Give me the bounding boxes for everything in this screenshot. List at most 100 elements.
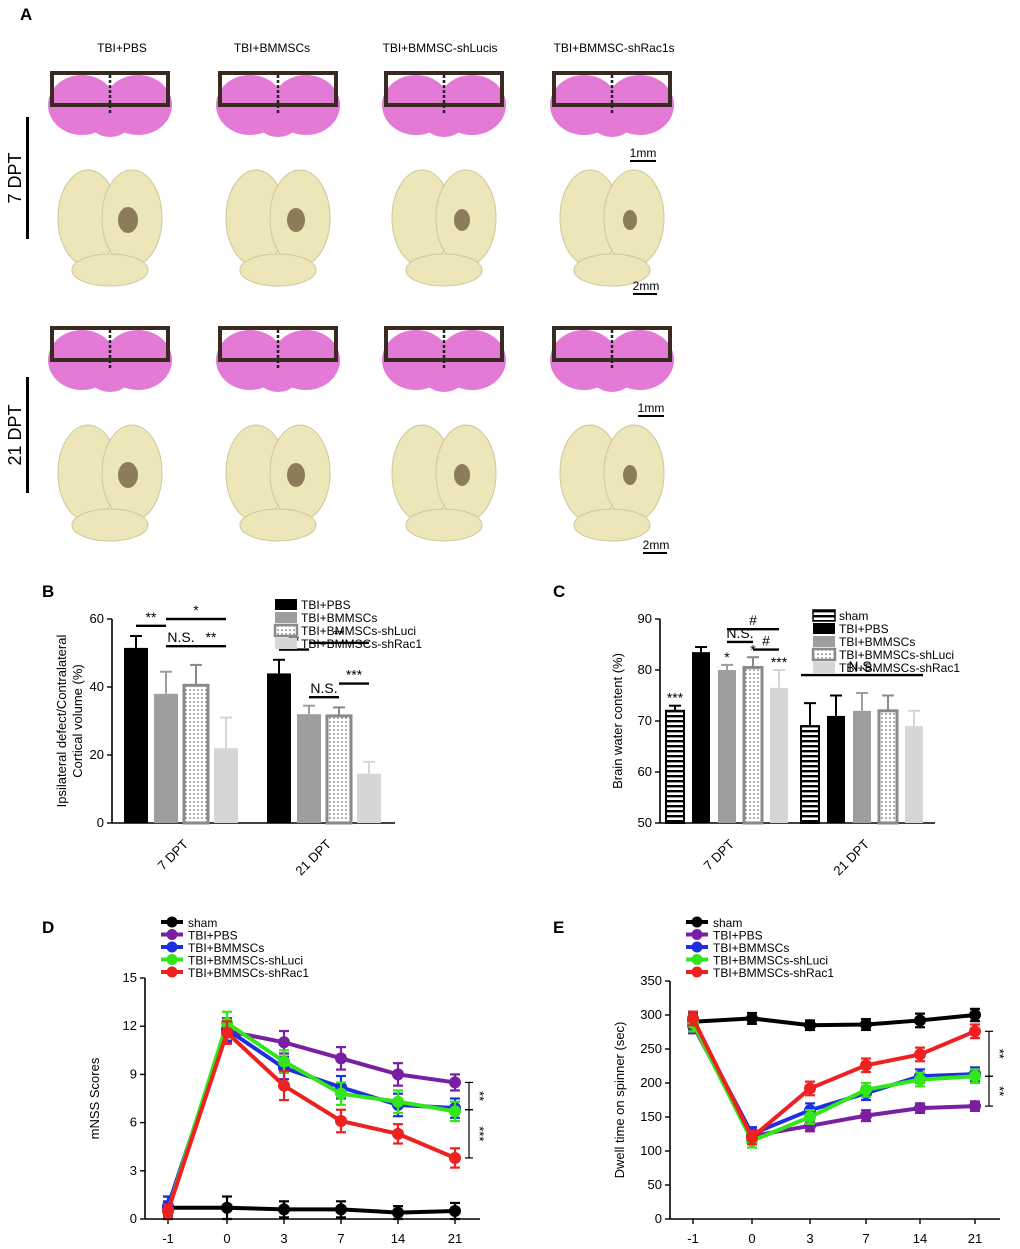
bar-sham-21-dpt — [800, 725, 820, 824]
x-tick-label: 3 — [280, 1231, 287, 1246]
x-tick-label: 0 — [223, 1231, 230, 1246]
y-tick-label: 15 — [123, 970, 137, 985]
legend-label-tbi-pbs: TBI+PBS — [839, 622, 889, 636]
point-tbi-bmmscs-shrac1-day-3 — [804, 1082, 816, 1095]
x-tick-label: 7 — [337, 1231, 344, 1246]
y-axis-label: mNSS Scores — [87, 1057, 102, 1139]
point-tbi-bmmscs-shrac1-day-1 — [162, 1204, 174, 1217]
chart-b: 0 20 40 60 Ipsilateral defect/ContralateralC… — [54, 598, 422, 878]
y-axis-label: Brain water content (%) — [610, 653, 625, 789]
brain-cerebellum — [239, 508, 317, 542]
scale-bar-brain-7dpt — [633, 293, 657, 295]
point-sham-day-0 — [746, 1012, 758, 1025]
legend-swatch-tbi-bmmscs — [275, 612, 297, 623]
point-sham-day-21 — [449, 1204, 461, 1217]
legend-marker-tbi-pbs — [691, 929, 703, 940]
row-label-21dpt: 21 DPT — [5, 404, 25, 465]
x-tick-label: -1 — [687, 1231, 699, 1246]
bar-tbi-bmmscs-shluci-7-dpt — [742, 665, 764, 825]
point-tbi-bmmscs-shluci-day-14 — [392, 1095, 404, 1108]
panel-d-letter: D — [42, 918, 54, 937]
point-tbi-bmmscs-shrac1-day-7 — [860, 1059, 872, 1072]
bar-sham-7-dpt — [665, 709, 685, 824]
bracket-label: ** — [992, 1086, 1007, 1096]
point-tbi-bmmscs-shluci-day-21 — [969, 1070, 981, 1083]
brain-cerebellum — [405, 508, 483, 542]
x-tick-label: 21 — [448, 1231, 462, 1246]
brain-cerebellum — [573, 508, 651, 542]
legend-marker-tbi-bmmscs-shrac1 — [691, 966, 703, 978]
significance-label: * — [193, 602, 199, 618]
brain-section-r0-c3 — [550, 71, 674, 137]
scale-label-brain-7dpt: 2mm — [633, 279, 660, 293]
legend-marker-tbi-bmmscs-shluci — [166, 954, 178, 965]
lesion-spot — [623, 210, 637, 230]
scale-bar-section-7dpt — [630, 160, 656, 162]
bar-tbi-bmmscs-shrac1-7-dpt — [214, 748, 238, 823]
point-tbi-bmmscs-shrac1-day-14 — [914, 1048, 926, 1061]
legend-label-tbi-pbs: TBI+PBS — [301, 598, 351, 612]
bar-tbi-bmmscs-shrac1-7-dpt — [770, 687, 788, 823]
x-tick-label: 14 — [913, 1231, 927, 1246]
bar-significance-label: *** — [771, 654, 788, 670]
legend-label-tbi-bmmscs: TBI+BMMSCs — [188, 941, 264, 955]
legend-label-sham: sham — [188, 916, 217, 930]
point-tbi-bmmscs-shluci-day-3 — [278, 1055, 290, 1068]
point-tbi-pbs-day-3 — [278, 1036, 290, 1049]
brain-cerebellum — [71, 253, 149, 287]
point-tbi-bmmscs-shrac1-day-0 — [221, 1026, 233, 1039]
line-tbi-pbs — [166, 1028, 456, 1210]
section-center — [254, 93, 302, 137]
significance-label: # — [749, 612, 757, 628]
bar-tbi-pbs-21-dpt — [827, 715, 845, 823]
point-tbi-bmmscs-shluci-day-14 — [914, 1073, 926, 1086]
legend-marker-tbi-bmmscs — [166, 941, 178, 953]
legend-marker-sham — [691, 916, 703, 928]
point-tbi-pbs-day-21 — [449, 1076, 461, 1089]
legend-marker-tbi-bmmscs-shluci — [691, 954, 703, 965]
y-tick-label: 50 — [638, 815, 652, 830]
legend-label-tbi-bmmscs-shrac1: TBI+BMMSCs-shRac1 — [188, 966, 309, 980]
point-tbi-bmmscs-shrac1-day-7 — [335, 1114, 347, 1127]
section-center — [420, 348, 468, 392]
line-tbi-bmmscs-shrac1 — [166, 1029, 456, 1212]
lesion-spot — [118, 207, 138, 233]
legend-marker-tbi-bmmscs — [691, 941, 703, 953]
line-tbi-bmmscs-shluci — [166, 1019, 456, 1212]
legend-label-tbi-bmmscs: TBI+BMMSCs — [713, 941, 789, 955]
x-tick-label: 0 — [748, 1231, 755, 1246]
legend-label-tbi-bmmscs-shrac1: TBI+BMMSCs-shRac1 — [713, 966, 834, 980]
point-tbi-bmmscs-shluci-day-7 — [860, 1083, 872, 1096]
significance-label: # — [762, 633, 770, 649]
x-tick-label: 14 — [391, 1231, 405, 1246]
bar-tbi-bmmscs-shluci-7-dpt — [182, 683, 210, 825]
significance-label: ** — [146, 609, 157, 625]
legend-swatch-tbi-bmmscs-shluci — [273, 623, 299, 638]
y-tick-label: 200 — [640, 1075, 662, 1090]
y-tick-label: 0 — [130, 1211, 137, 1226]
legend-marker-sham — [166, 916, 178, 928]
y-tick-label: 3 — [130, 1163, 137, 1178]
scale-label-brain-21dpt: 2mm — [643, 538, 670, 552]
y-tick-label: 9 — [130, 1066, 137, 1081]
chart-c: 50 60 70 80 90 Brain water content (%) 7 DPT 21… — [610, 609, 960, 878]
x-category-label: 21 DPT — [292, 836, 334, 878]
significance-label: N.S. — [726, 625, 753, 641]
point-tbi-bmmscs-shrac1-day-1 — [687, 1012, 699, 1025]
legend-marker-tbi-bmmscs-shrac1 — [166, 966, 178, 978]
x-category-label: 7 DPT — [154, 836, 191, 873]
x-tick-label: 3 — [806, 1231, 813, 1246]
bar-tbi-pbs-21-dpt — [267, 673, 291, 823]
whole-brain-r1-c1 — [225, 424, 331, 542]
panel-a-images — [48, 71, 674, 542]
bar-tbi-bmmscs-shluci-21-dpt — [325, 714, 353, 825]
y-tick-label: 0 — [655, 1211, 662, 1226]
significance-label: N.S. — [167, 629, 194, 645]
legend-label-tbi-pbs: TBI+PBS — [188, 929, 238, 943]
brain-section-r0-c0 — [48, 71, 172, 137]
panel-b-letter: B — [42, 582, 54, 601]
brain-section-r1-c3 — [550, 326, 674, 392]
brain-cerebellum — [71, 508, 149, 542]
